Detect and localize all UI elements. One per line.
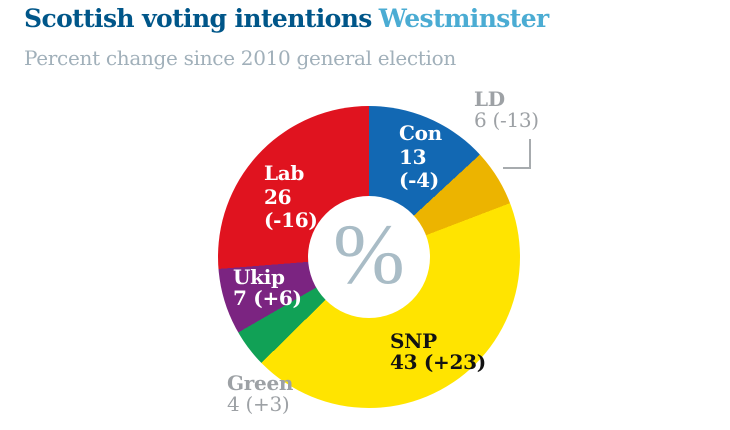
label-green-value: 4 (+3) xyxy=(227,392,290,416)
label-snp-party: SNP xyxy=(390,329,437,353)
ld-connector-line xyxy=(503,139,531,169)
donut-hole: % xyxy=(308,196,430,318)
label-con-party: Con xyxy=(399,121,442,145)
label-ukip: Ukip 7 (+6) xyxy=(233,267,302,309)
label-snp-value: 43 (+23) xyxy=(390,350,486,374)
label-ld-value: 6 (-13) xyxy=(474,108,539,132)
label-ld-party: LD xyxy=(474,87,505,111)
label-lab: Lab 26 (-16) xyxy=(264,161,318,233)
label-ukip-party: Ukip xyxy=(233,265,285,289)
percent-symbol: % xyxy=(333,206,405,302)
label-ld: LD 6 (-13) xyxy=(474,89,539,131)
label-lab-party: Lab xyxy=(264,161,305,185)
label-ukip-value: 7 (+6) xyxy=(233,286,302,310)
label-green-party: Green xyxy=(227,371,294,395)
page-title-main: Scottish voting intentions xyxy=(24,4,372,33)
label-con-change: (-4) xyxy=(399,168,439,192)
label-lab-change: (-16) xyxy=(264,208,318,232)
label-snp: SNP 43 (+23) xyxy=(390,331,486,373)
label-con-value: 13 xyxy=(399,144,427,169)
label-green: Green 4 (+3) xyxy=(227,373,293,415)
chart-subtitle: Percent change since 2010 general electi… xyxy=(24,46,456,70)
page-title-highlight: Westminster xyxy=(378,4,549,33)
label-lab-value: 26 xyxy=(264,184,292,209)
page-title: Scottish voting intentions Westminster xyxy=(24,4,549,33)
label-con: Con 13 (-4) xyxy=(399,121,442,193)
